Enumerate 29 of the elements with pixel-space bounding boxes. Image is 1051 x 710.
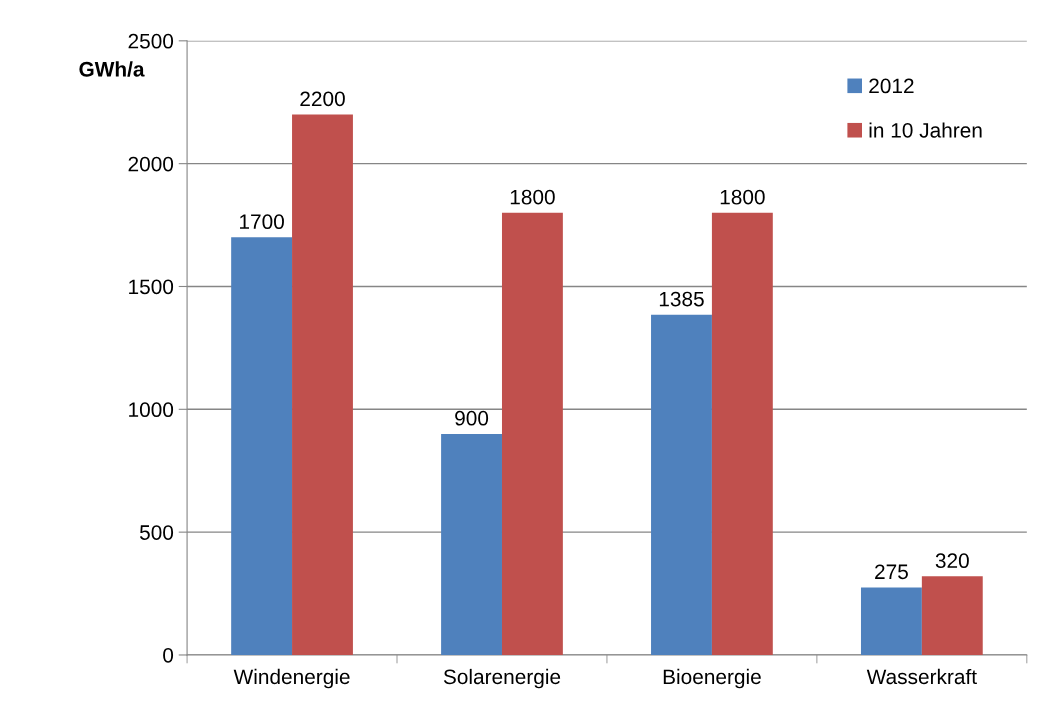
data-label: 275 — [875, 564, 908, 580]
bar — [921, 576, 983, 655]
data-label: 1385 — [659, 291, 704, 307]
data-label: 1800 — [510, 189, 555, 205]
bar — [292, 114, 353, 655]
y-axis-title: GWh/a — [79, 61, 145, 77]
x-tick-label: Solarenergie — [443, 668, 561, 689]
data-label: 900 — [455, 410, 489, 426]
data-label: 2200 — [300, 91, 345, 107]
bar — [501, 212, 563, 655]
y-tick-label: 0 — [163, 647, 174, 663]
x-tick-label: Bioenergie — [663, 668, 761, 689]
y-tick-label: 1000 — [129, 402, 174, 418]
y-tick-label: 2500 — [128, 33, 174, 49]
data-label: 1700 — [240, 214, 284, 230]
x-tick-label: Wasserkraft — [866, 668, 977, 685]
data-label: 320 — [935, 553, 969, 569]
legend-label: 2012 — [869, 78, 914, 94]
bar — [711, 212, 773, 655]
bar — [231, 237, 293, 655]
y-tick-label: 1500 — [129, 279, 174, 295]
data-label: 1800 — [720, 189, 765, 205]
y-tick-label: 2000 — [128, 156, 174, 172]
y-tick-label: 500 — [139, 525, 174, 540]
bar — [860, 587, 922, 655]
bar — [651, 314, 712, 655]
x-tick-label: Windenergie — [233, 668, 350, 689]
bar — [441, 433, 502, 655]
legend-label: in 10 Jahren — [869, 122, 982, 138]
